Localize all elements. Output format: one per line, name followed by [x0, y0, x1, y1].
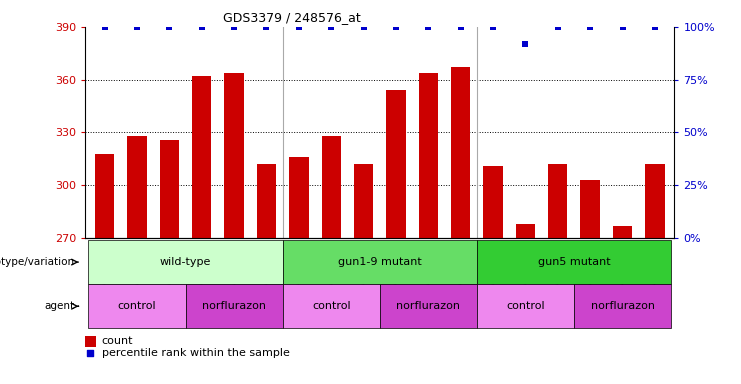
Point	[293, 24, 305, 30]
Text: wild-type: wild-type	[160, 257, 211, 267]
Bar	[127, 136, 147, 238]
Bar	[580, 180, 600, 238]
Text: gun5 mutant: gun5 mutant	[538, 257, 611, 267]
Title: GDS3379 / 248576_at: GDS3379 / 248576_at	[222, 11, 360, 24]
Bar	[516, 224, 535, 238]
Point	[261, 24, 273, 30]
Text: gun1-9 mutant: gun1-9 mutant	[338, 257, 422, 267]
Bar	[548, 164, 568, 238]
Point	[164, 24, 176, 30]
Text: percentile rank within the sample: percentile rank within the sample	[102, 348, 290, 358]
Bar	[257, 164, 276, 238]
Point	[584, 24, 596, 30]
Point	[519, 41, 531, 47]
Text: norflurazon: norflurazon	[591, 301, 654, 311]
Point	[649, 24, 661, 30]
Text: norflurazon: norflurazon	[202, 301, 266, 311]
Bar	[379, 284, 477, 328]
Point	[617, 24, 628, 30]
Text: control: control	[118, 301, 156, 311]
Bar	[645, 164, 665, 238]
Point	[390, 24, 402, 30]
Bar	[574, 284, 671, 328]
Point	[552, 24, 564, 30]
Point	[84, 349, 96, 356]
Bar	[185, 284, 282, 328]
Bar	[88, 240, 282, 284]
Bar	[386, 90, 405, 238]
Point	[196, 24, 207, 30]
Bar	[225, 73, 244, 238]
Point	[131, 24, 143, 30]
Text: control: control	[312, 301, 350, 311]
Bar	[282, 284, 379, 328]
Bar	[483, 166, 502, 238]
Bar	[192, 76, 211, 238]
Point	[228, 24, 240, 30]
Bar	[613, 226, 632, 238]
Text: count: count	[102, 336, 133, 346]
Bar	[477, 240, 671, 284]
Bar	[88, 284, 185, 328]
Point	[358, 24, 370, 30]
Point	[455, 24, 467, 30]
Bar	[322, 136, 341, 238]
Point	[325, 24, 337, 30]
Bar	[159, 139, 179, 238]
Bar	[282, 240, 477, 284]
Point	[422, 24, 434, 30]
Bar	[477, 284, 574, 328]
Bar	[419, 73, 438, 238]
Text: norflurazon: norflurazon	[396, 301, 460, 311]
Text: genotype/variation: genotype/variation	[0, 257, 74, 267]
Bar	[95, 154, 114, 238]
Bar	[289, 157, 308, 238]
Text: agent: agent	[44, 301, 74, 311]
Point	[99, 24, 110, 30]
Bar	[85, 336, 96, 347]
Bar	[354, 164, 373, 238]
Bar	[451, 67, 471, 238]
Point	[487, 24, 499, 30]
Text: control: control	[506, 301, 545, 311]
